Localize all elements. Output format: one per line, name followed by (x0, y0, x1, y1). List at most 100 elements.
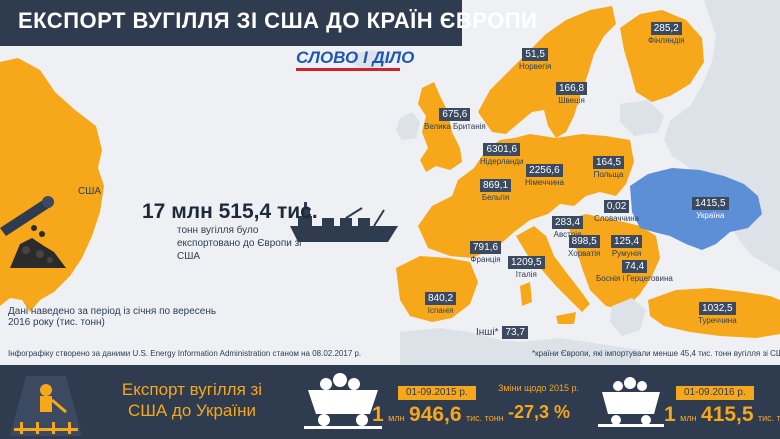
cargo-ship-icon (290, 202, 398, 242)
value-2016-thousands: 415,5 (701, 403, 754, 426)
value-2016: 1 млн 415,5 тис. тонн (664, 403, 780, 427)
map-spain (396, 256, 478, 322)
map-scandinavia (478, 6, 616, 138)
coal-cart-icon-2015 (304, 373, 382, 429)
country-value: 166,8 (556, 82, 588, 95)
value-2016-mln: 1 (664, 403, 676, 426)
country-label: 1209,5 Італія (508, 252, 545, 279)
country-value: 74,4 (621, 260, 648, 273)
country-value: 869,1 (480, 179, 512, 192)
country-name: Нідерланди (480, 157, 524, 166)
country-value: 73,7 (502, 326, 528, 339)
value-2015-mln-word: млн (388, 413, 405, 423)
country-label: 51,5 Норвегія (519, 44, 551, 71)
country-value: 0,02 (603, 200, 630, 213)
country-value: 791,6 (470, 241, 502, 254)
country-label: 164,5 Польща (593, 152, 625, 179)
country-label: 791,6 Франція (470, 237, 502, 264)
country-name: Швеція (558, 96, 585, 105)
country-name: Австрія (553, 230, 582, 239)
country-label: 675,6 Велика Британія (424, 104, 486, 131)
map-uk (418, 82, 462, 172)
country-value: 51,5 (522, 48, 548, 61)
total-export-caption: тонн вугілля було експортовано до Європи… (177, 225, 302, 262)
country-value: 898,5 (568, 235, 600, 248)
country-value: 840,2 (425, 292, 457, 305)
country-value: 2256,6 (526, 164, 563, 177)
country-name: Німеччина (525, 178, 564, 187)
country-value: 1032,5 (699, 302, 736, 315)
country-value: 1415,5 (692, 197, 729, 210)
value-2015-thousands: 946,6 (409, 403, 462, 426)
country-value: 1209,5 (508, 256, 545, 269)
value-2015-mln: 1 (372, 403, 384, 426)
country-name: Норвегія (519, 62, 552, 71)
map-western-europe (418, 134, 634, 258)
country-name: Боснія і Герцеговина (596, 274, 673, 283)
change-value: -27,3 % (508, 402, 571, 422)
period-note: Дані наведено за період із січня по вере… (8, 306, 217, 328)
logo-underline (296, 68, 400, 71)
map-north-africa (400, 328, 640, 365)
country-label: 166,8 Швеція (556, 78, 588, 105)
country-label: 2256,6 Німеччина (525, 160, 564, 187)
value-2016-unit: тис. тонн (758, 413, 780, 423)
country-name: Італія (515, 270, 537, 279)
country-label: 898,5 Хорватія (568, 231, 600, 258)
country-name: Велика Британія (424, 122, 486, 131)
title-bar: ЕКСПОРТ ВУГІЛЛЯ ЗІ США ДО КРАЇН ЄВРОПИ (0, 0, 537, 46)
total-export-value: 17 млн 515,4 тис. (142, 200, 318, 223)
map-ireland (396, 112, 420, 140)
country-value: 164,5 (593, 156, 625, 169)
coal-cart-icon-2016 (598, 377, 664, 427)
footnote: *країни Європи, які імпортували менше 45… (532, 349, 780, 358)
value-2015: 1 млн 946,6 тис. тонн (372, 403, 504, 427)
country-label: Інші* 73,7 (476, 322, 528, 340)
map-italy (516, 226, 590, 312)
miner-icon (10, 376, 82, 436)
country-value: 675,6 (439, 108, 471, 121)
country-value: 125,4 (611, 235, 643, 248)
country-name: Польща (593, 170, 624, 179)
country-name: Бельгія (481, 193, 510, 202)
country-name: Румунія (611, 249, 642, 258)
country-value: 6301,6 (483, 143, 521, 156)
europe-map (0, 0, 780, 365)
period-2016-badge: 01-09.2016 р. (676, 386, 754, 400)
map-sicily-sardinia (520, 282, 576, 324)
ukraine-panel-title: Експорт вугілля зі США до України (121, 380, 263, 420)
country-label: 1032,5 Туреччина (698, 298, 737, 325)
country-label: 283,4 Австрія (552, 212, 584, 239)
source-note: Інфографіку створено за даними U.S. Ener… (8, 349, 362, 358)
change-label: Зміни щодо 2015 р. (498, 383, 580, 393)
country-name: Словаччина (594, 214, 640, 223)
map-iceland (352, 50, 388, 70)
map-finland (620, 10, 704, 102)
country-label: 1415,5 Україна (692, 193, 729, 220)
value-2015-unit: тис. тонн (466, 413, 504, 423)
period-2015-badge: 01-09.2015 р. (398, 386, 476, 400)
map-baltics (620, 100, 664, 136)
page-title: ЕКСПОРТ ВУГІЛЛЯ ЗІ США ДО КРАЇН ЄВРОПИ (18, 8, 538, 33)
country-value: 285,2 (650, 22, 682, 35)
country-label: 840,2 Іспанія (425, 288, 457, 315)
map-greece (610, 298, 646, 336)
value-2016-mln-word: млн (680, 413, 697, 423)
country-value: 283,4 (552, 216, 584, 229)
country-label: 285,2 Фінляндія (648, 18, 684, 45)
country-label: 74,4 Боснія і Герцеговина (596, 256, 673, 283)
country-name: Україна (696, 211, 725, 220)
country-label: 869,1 Бельгія (480, 175, 512, 202)
country-name: Туреччина (698, 316, 737, 325)
country-label: 0,02 Словаччина (594, 196, 639, 223)
country-name: Хорватія (568, 249, 601, 258)
country-name: Іспанія (427, 306, 454, 315)
country-name: Фінляндія (648, 36, 685, 45)
coal-conveyor-icon (0, 196, 66, 268)
country-label: 125,4 Румунія (611, 231, 643, 258)
brand-logo: СЛОВО І ДІЛО (296, 48, 415, 67)
country-name: Франція (470, 255, 501, 264)
usa-label: США (78, 186, 102, 197)
country-label: 6301,6 Нідерланди (480, 139, 524, 166)
